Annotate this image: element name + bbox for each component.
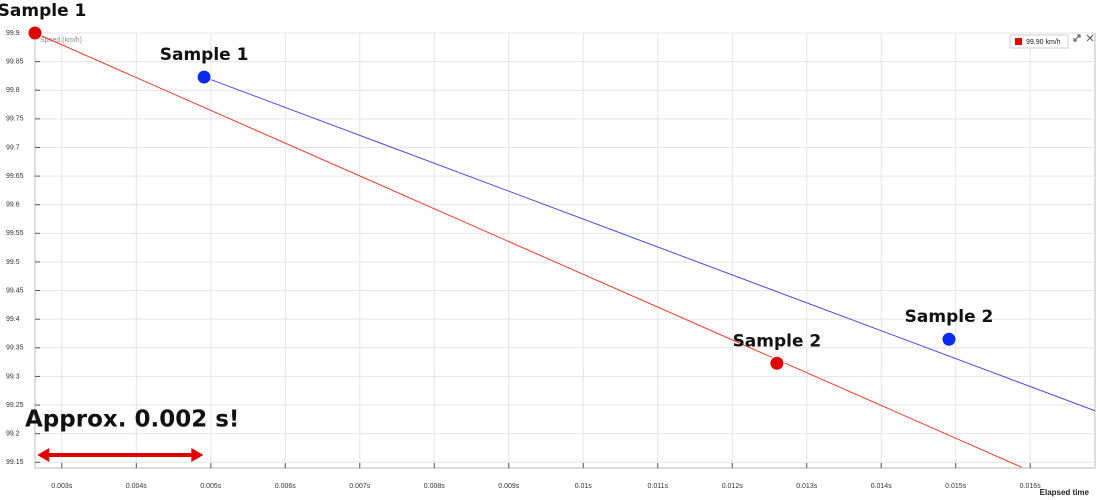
sample-label: Sample 1 xyxy=(160,45,249,65)
x-tick-label: 0.009s xyxy=(498,483,520,490)
y-tick-label: 99.7 xyxy=(6,144,20,151)
x-tick-label: 0.008s xyxy=(424,483,446,490)
y-tick-label: 99.55 xyxy=(6,230,24,237)
legend-box xyxy=(1009,34,1069,49)
x-tick-label: 0.004s xyxy=(126,483,148,490)
sample-label: Sample 2 xyxy=(905,307,994,327)
arrow-head xyxy=(191,448,204,462)
y-tick-label: 99.4 xyxy=(6,316,20,323)
x-axis-label: Elapsed time xyxy=(1040,488,1090,497)
y-axis-label: Speed (km/h) xyxy=(40,37,82,44)
sample-marker xyxy=(196,69,212,85)
y-tick-label: 99.5 xyxy=(6,259,20,266)
span-label: Approx. 0.002 s! xyxy=(25,407,239,433)
legend-label: 99.90 km/h xyxy=(1026,39,1061,46)
sample-marker xyxy=(941,331,957,347)
line xyxy=(203,76,1096,412)
y-tick-label: 99.45 xyxy=(6,287,24,294)
y-tick-label: 99.6 xyxy=(6,202,20,209)
grid xyxy=(35,32,1095,468)
x-tick-label: 0.015s xyxy=(945,483,967,490)
y-tick-label: 99.9 xyxy=(6,30,20,37)
x-tick-label: 0.011s xyxy=(647,483,668,490)
x-tick-label: 0.005s xyxy=(200,483,222,490)
plot-area xyxy=(34,32,1096,469)
y-tick-label: 99.8 xyxy=(6,87,20,94)
x-tick-label: 0.007s xyxy=(349,483,371,490)
x-tick-label: 0.003s xyxy=(51,483,73,490)
x-tick-label: 0.012s xyxy=(722,483,744,490)
close-icon[interactable] xyxy=(1086,34,1094,42)
y-tick-label: 99.85 xyxy=(6,58,24,65)
y-tick-label: 99.15 xyxy=(6,459,24,466)
y-tick-label: 99.65 xyxy=(6,173,24,180)
arrow-head xyxy=(37,448,50,462)
y-tick-label: 99.3 xyxy=(6,373,20,380)
legend: 99.90 km/h xyxy=(1009,34,1069,49)
y-tick-label: 99.75 xyxy=(6,116,24,123)
line xyxy=(34,32,1023,468)
legend-swatch xyxy=(1015,38,1022,45)
x-tick-label: 0.014s xyxy=(871,483,893,490)
x-tick-label: 0.013s xyxy=(796,483,818,490)
sample-marker xyxy=(27,25,43,41)
y-tick-label: 99.25 xyxy=(6,402,24,409)
sample-label: Sample 2 xyxy=(733,331,822,351)
x-tick-label: 0.016s xyxy=(1020,483,1042,490)
y-tick-label: 99.35 xyxy=(6,345,24,352)
sample-label: Sample 1 xyxy=(0,1,86,21)
x-tick-label: 0.006s xyxy=(275,483,297,490)
expand-icon[interactable] xyxy=(1073,34,1081,42)
x-tick-label: 0.01s xyxy=(575,483,593,490)
y-tick-label: 99.2 xyxy=(6,431,20,438)
window-icons xyxy=(1073,34,1094,42)
sample-marker xyxy=(769,355,785,371)
